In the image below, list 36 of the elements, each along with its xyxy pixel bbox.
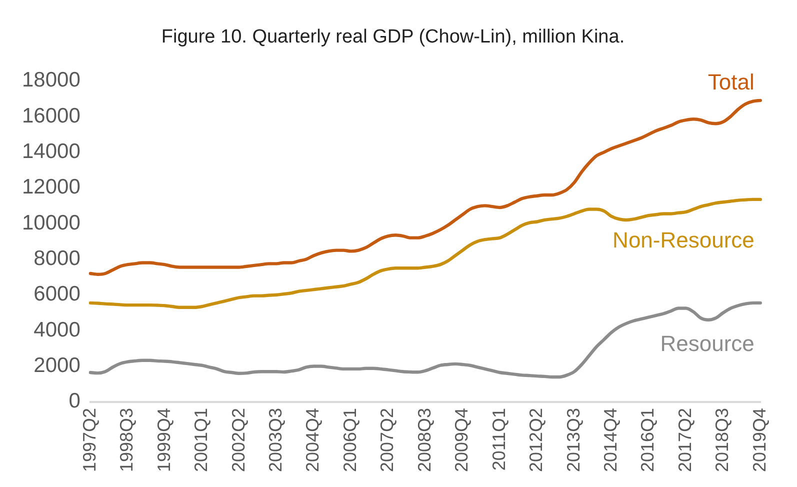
x-tick-label: 1999Q4 xyxy=(154,408,174,472)
line-series xyxy=(88,98,762,276)
x-tick-label: 2009Q4 xyxy=(452,408,472,472)
line-series xyxy=(88,198,762,309)
x-tick-label: 2003Q3 xyxy=(265,408,286,472)
x-tick-label: 2008Q3 xyxy=(414,408,434,472)
x-tick-label: 2001Q1 xyxy=(191,408,212,472)
line-series xyxy=(88,301,762,379)
y-tick-label: 6000 xyxy=(34,282,80,306)
x-tick-label: 2012Q2 xyxy=(526,408,546,472)
x-tick-label: 2007Q2 xyxy=(377,408,398,472)
series-label: Non-Resource xyxy=(612,228,754,253)
x-tick-label: 2006Q1 xyxy=(340,408,360,472)
y-tick-label: 14000 xyxy=(22,140,80,163)
chart-title: Figure 10. Quarterly real GDP (Chow-Lin), million Kina. xyxy=(161,26,625,48)
y-tick-label: 10000 xyxy=(22,211,80,234)
y-tick-label: 16000 xyxy=(22,104,80,128)
x-tick-label: 2017Q2 xyxy=(674,408,695,472)
x-tick-label: 2002Q2 xyxy=(228,408,248,472)
series-label: Total xyxy=(708,69,754,94)
y-tick-label: 0 xyxy=(68,390,80,413)
y-tick-label: 8000 xyxy=(34,247,80,270)
x-tick-label: 1998Q3 xyxy=(116,408,137,472)
x-tick-label: 2016Q1 xyxy=(638,408,658,472)
x-tick-label: 2014Q4 xyxy=(600,408,620,472)
x-tick-label: 2013Q3 xyxy=(563,408,584,472)
x-tick-label: 2004Q4 xyxy=(302,408,323,472)
x-tick-label: 2019Q4 xyxy=(749,408,770,472)
y-tick-label: 12000 xyxy=(22,176,80,199)
y-tick-label: 18000 xyxy=(22,68,80,92)
series-label: Resource xyxy=(660,330,754,356)
x-tick-label: 2011Q1 xyxy=(488,408,509,471)
x-tick-label: 2018Q3 xyxy=(712,408,732,472)
y-tick-label: 2000 xyxy=(34,354,80,378)
x-tick-label: 1997Q2 xyxy=(79,408,100,472)
y-tick-label: 4000 xyxy=(34,318,80,342)
